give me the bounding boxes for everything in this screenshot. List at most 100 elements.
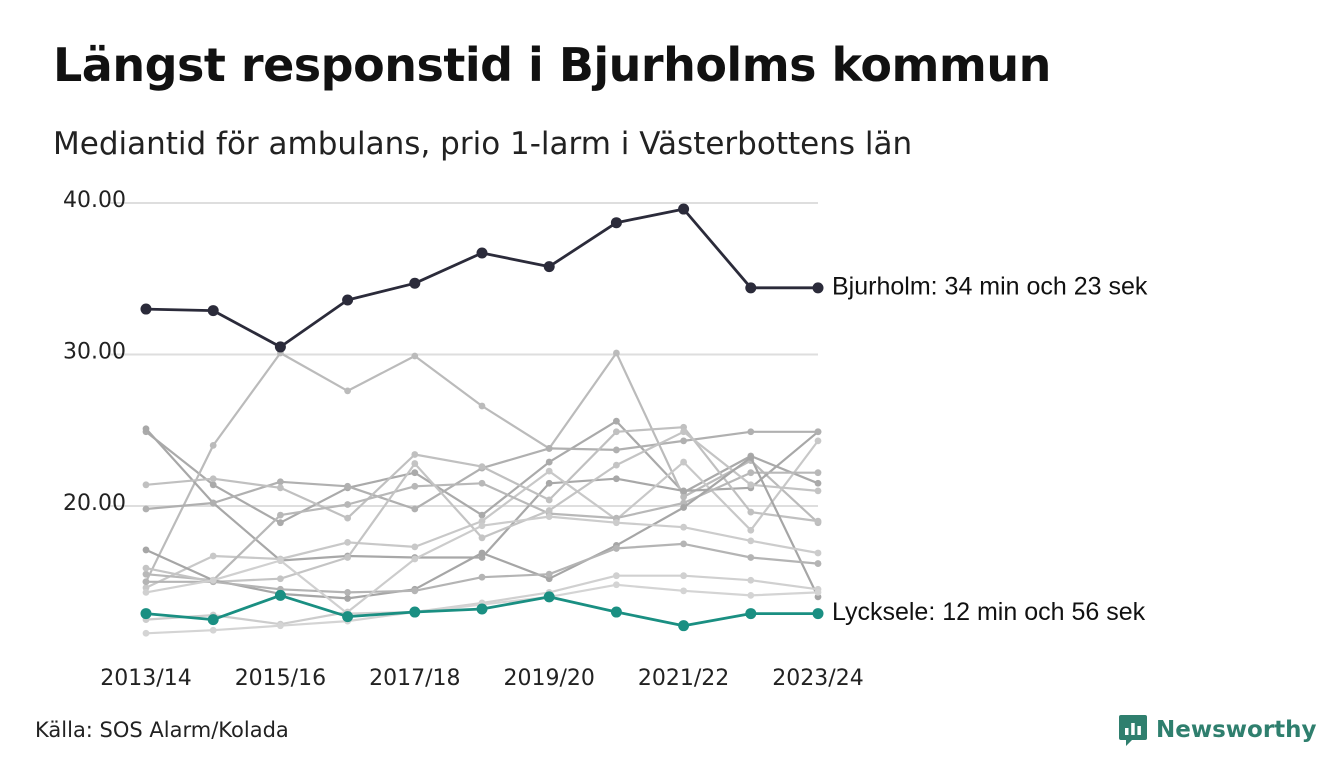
other-series-point bbox=[277, 511, 284, 519]
brand-logo: Newsworthy bbox=[1118, 713, 1317, 747]
other-series-point bbox=[747, 454, 755, 461]
other-series-point bbox=[613, 428, 620, 436]
x-tick-label: 2017/18 bbox=[369, 666, 460, 691]
other-series-point bbox=[680, 572, 687, 580]
x-tick-label: 2013/14 bbox=[100, 666, 191, 691]
other-series-point bbox=[277, 622, 284, 630]
series-bjurholm-end-label: Bjurholm: 34 min och 23 sek bbox=[832, 272, 1148, 300]
series-lycksele-point bbox=[543, 591, 555, 603]
other-series-point bbox=[545, 507, 553, 514]
series-lycksele-point bbox=[476, 603, 488, 615]
other-series-point bbox=[142, 570, 150, 578]
series-lycksele-point bbox=[745, 608, 757, 620]
other-series-point bbox=[209, 475, 217, 483]
other-series-point bbox=[411, 469, 419, 477]
other-series-point bbox=[814, 479, 822, 487]
x-tick-label: 2023/24 bbox=[772, 666, 863, 691]
series-lycksele-end-label: Lycksele: 12 min och 56 sek bbox=[832, 598, 1146, 626]
brand-name: Newsworthy bbox=[1156, 717, 1317, 743]
other-series-point bbox=[411, 587, 419, 595]
other-series-point bbox=[613, 545, 620, 552]
other-series-point bbox=[478, 522, 486, 530]
other-series-point bbox=[545, 467, 553, 475]
other-series-point bbox=[814, 517, 822, 525]
other-series-point bbox=[747, 591, 755, 599]
other-series-point bbox=[814, 549, 822, 557]
other-series-point bbox=[142, 588, 150, 596]
series-lycksele-point bbox=[812, 608, 824, 620]
other-series-point bbox=[545, 496, 553, 504]
other-series-point bbox=[747, 469, 755, 477]
series-bjurholm-point bbox=[409, 277, 421, 289]
series-lycksele-point bbox=[140, 608, 152, 620]
newsworthy-logo-icon bbox=[1119, 715, 1147, 746]
y-tick-label: 40.00 bbox=[63, 188, 126, 213]
other-series-point bbox=[747, 508, 755, 516]
other-series-point bbox=[545, 570, 553, 578]
other-series-point bbox=[411, 555, 419, 563]
other-series-point bbox=[209, 626, 217, 634]
other-series-point bbox=[344, 501, 351, 508]
source-note: Källa: SOS Alarm/Kolada bbox=[35, 718, 289, 742]
other-series-point bbox=[814, 437, 822, 445]
other-series-point bbox=[344, 482, 351, 490]
other-series-point bbox=[613, 475, 620, 483]
x-tick-label: 2019/20 bbox=[503, 666, 594, 691]
other-series-point bbox=[680, 437, 687, 445]
other-series-point bbox=[747, 526, 755, 534]
other-series-point bbox=[680, 523, 687, 531]
other-series-point bbox=[814, 469, 822, 477]
other-series-point bbox=[747, 576, 755, 584]
other-series-point bbox=[613, 519, 620, 527]
other-series-point bbox=[680, 487, 687, 495]
series-bjurholm-point bbox=[610, 217, 622, 229]
other-series-point bbox=[411, 460, 419, 467]
other-series-point bbox=[344, 595, 351, 602]
other-series-point bbox=[680, 428, 687, 436]
chart-subtitle: Mediantid för ambulans, prio 1-larm i Vä… bbox=[53, 126, 913, 162]
other-series-point bbox=[142, 578, 150, 586]
other-series-point bbox=[142, 505, 150, 513]
series-bjurholm-line bbox=[145, 207, 818, 349]
other-series-point bbox=[814, 428, 822, 436]
other-series-point bbox=[680, 540, 687, 548]
series-lycksele-point bbox=[678, 620, 690, 632]
series-bjurholm-point bbox=[543, 261, 555, 273]
other-series-point bbox=[747, 554, 755, 561]
other-series-point bbox=[344, 554, 351, 561]
other-series-point bbox=[613, 572, 620, 580]
other-series-point bbox=[142, 546, 150, 554]
other-series-point bbox=[680, 504, 687, 511]
other-series-point bbox=[478, 573, 486, 581]
other-series-point bbox=[545, 458, 553, 466]
series-bjurholm-point bbox=[207, 305, 219, 317]
series-bjurholm-point bbox=[342, 294, 354, 306]
other-series-point bbox=[142, 425, 150, 433]
other-series-point bbox=[613, 349, 620, 357]
chart-title: Längst responstid i Bjurholms kommun bbox=[53, 38, 1051, 92]
other-series-point bbox=[411, 505, 419, 513]
series-lycksele-point bbox=[610, 606, 622, 618]
other-series-point bbox=[680, 587, 687, 595]
other-series-point bbox=[344, 588, 351, 596]
other-series-point bbox=[344, 538, 351, 546]
other-series-point bbox=[613, 417, 620, 425]
other-series-point bbox=[209, 481, 217, 489]
other-series-point bbox=[613, 461, 620, 469]
series-bjurholm-point bbox=[140, 303, 152, 315]
other-series-point bbox=[411, 482, 419, 490]
other-series-point bbox=[613, 446, 620, 454]
other-series-point bbox=[277, 519, 284, 527]
line-chart: 20.00 30.00 40.00 2013/14 2015/16 2017/18 2019… bbox=[63, 188, 1148, 691]
other-series-point bbox=[478, 549, 486, 557]
other-series-point bbox=[545, 513, 553, 521]
other-series-point bbox=[814, 487, 822, 495]
series-bjurholm-point bbox=[476, 247, 488, 259]
other-series-point bbox=[344, 514, 351, 522]
series-bjurholm-point bbox=[678, 203, 690, 215]
other-series-point bbox=[545, 479, 553, 487]
other-series-point bbox=[142, 481, 150, 489]
other-series-point bbox=[478, 402, 486, 410]
other-series-point bbox=[814, 560, 822, 567]
other-series-point bbox=[277, 484, 284, 492]
